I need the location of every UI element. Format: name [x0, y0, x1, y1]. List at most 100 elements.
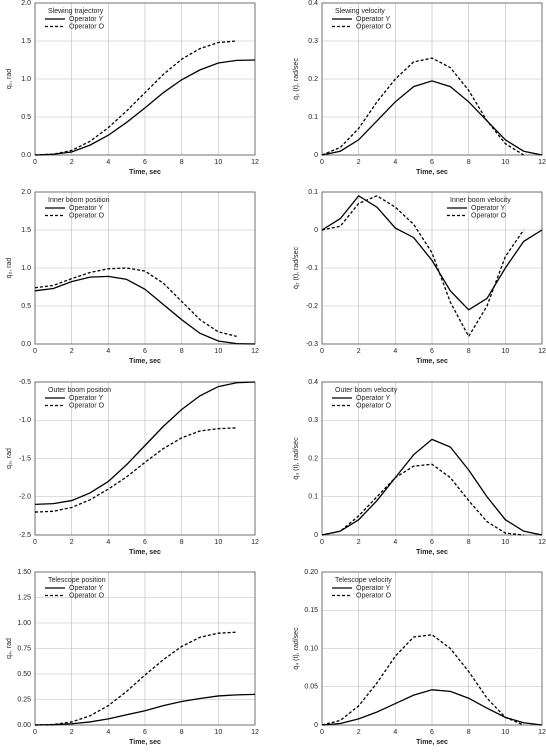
y-tick-label: 1.5: [21, 38, 31, 45]
x-tick-label: 2: [357, 729, 361, 736]
x-tick-label: 6: [430, 348, 434, 355]
x-tick-label: 6: [430, 729, 434, 736]
x-tick-label: 10: [501, 348, 509, 355]
x-tick-label: 4: [393, 348, 397, 355]
series-line: [321, 80, 543, 156]
series-line: [321, 463, 524, 536]
y-tick-label: 0.20: [304, 569, 318, 576]
x-tick-label: 12: [251, 539, 259, 546]
x-tick-label: 0: [320, 539, 324, 546]
legend-title: Telescope velocity: [335, 577, 392, 584]
series-line: [34, 59, 256, 156]
x-tick-label: 0: [33, 159, 37, 166]
y-tick-label: -1.0: [19, 417, 31, 424]
x-tick-label: 0: [33, 539, 37, 546]
x-tick-label: 4: [106, 348, 110, 355]
series-line: [34, 693, 256, 726]
x-tick-label: 2: [70, 729, 74, 736]
x-tick-label: 12: [251, 348, 259, 355]
y-tick-label: 1.50: [17, 569, 31, 576]
series-line: [34, 427, 237, 513]
y-tick-label: 0.5: [21, 114, 31, 121]
y-axis-label: q₄, rad: [6, 638, 13, 659]
x-tick-label: 2: [70, 348, 74, 355]
x-tick-label: 8: [467, 348, 471, 355]
plot-frame: [34, 2, 256, 156]
x-tick-label: 12: [538, 348, 546, 355]
x-tick-label: 10: [501, 729, 509, 736]
y-axis-label: q̇₄ (t), rad/sec: [293, 627, 300, 670]
plot-frame: [321, 381, 543, 536]
x-tick-label: 6: [143, 729, 147, 736]
legend-label: Operator Y: [356, 395, 390, 402]
y-tick-label: 1.25: [17, 594, 31, 601]
legend-title: Slewing velocity: [335, 8, 385, 15]
x-tick-label: 6: [430, 159, 434, 166]
x-tick-label: 0: [33, 729, 37, 736]
x-tick-label: 10: [214, 729, 222, 736]
legend-label: Operator Y: [356, 585, 390, 592]
y-tick-label: 0.1: [308, 114, 318, 121]
legend-label: Operator Y: [69, 16, 103, 23]
y-axis-label: q₂, rad: [6, 258, 13, 279]
y-tick-label: 0: [314, 152, 318, 159]
x-tick-label: 6: [143, 348, 147, 355]
x-tick-label: 2: [357, 159, 361, 166]
y-tick-label: 0.0: [21, 341, 31, 348]
series-line: [321, 438, 543, 536]
x-tick-label: 2: [70, 159, 74, 166]
y-tick-label: 0.0: [21, 152, 31, 159]
x-tick-label: 2: [70, 539, 74, 546]
legend-title: Inner boom velocity: [450, 197, 511, 204]
legend-label: Operator Y: [69, 205, 103, 212]
y-axis-label: q̇₂ (t), rad/sec: [293, 247, 300, 290]
y-tick-label: 2.0: [21, 0, 31, 7]
plot-frame: [34, 381, 256, 536]
y-tick-label: 2.0: [21, 189, 31, 196]
x-tick-label: 2: [357, 539, 361, 546]
x-tick-label: 8: [180, 348, 184, 355]
x-tick-label: 12: [538, 159, 546, 166]
y-tick-label: 0.3: [308, 417, 318, 424]
y-tick-label: -0.1: [306, 265, 318, 272]
x-tick-label: 4: [393, 539, 397, 546]
x-tick-label: 10: [214, 348, 222, 355]
y-tick-label: 0: [314, 532, 318, 539]
y-axis-label: q₃, rad: [6, 448, 13, 469]
y-tick-label: 0.1: [308, 189, 318, 196]
series-line: [321, 194, 543, 311]
x-tick-label: 0: [320, 729, 324, 736]
legend-label: Operator O: [69, 592, 105, 599]
y-tick-label: 0.25: [17, 696, 31, 703]
y-tick-label: -0.5: [19, 379, 31, 386]
y-tick-label: -2.0: [19, 494, 31, 501]
x-tick-label: 4: [106, 539, 110, 546]
series-line: [34, 381, 256, 506]
x-tick-label: 10: [501, 159, 509, 166]
x-axis-label: Time, sec: [416, 549, 448, 556]
series-line: [34, 267, 237, 338]
y-tick-label: 0.3: [308, 38, 318, 45]
x-tick-label: 8: [467, 729, 471, 736]
y-tick-label: 0: [314, 227, 318, 234]
y-tick-label: 1.0: [21, 265, 31, 272]
y-tick-label: 0.10: [304, 645, 318, 652]
legend-title: Telescope position: [48, 577, 106, 584]
plot-frame: [34, 571, 256, 726]
plot-frame: [34, 191, 256, 345]
x-tick-label: 12: [251, 159, 259, 166]
x-tick-label: 4: [106, 729, 110, 736]
legend-label: Operator O: [69, 212, 105, 219]
series-line: [321, 195, 525, 338]
y-tick-label: 0.4: [308, 0, 318, 7]
y-tick-label: -0.3: [306, 341, 318, 348]
legend-title: Slewing trajectory: [48, 8, 104, 15]
plot-frame: [321, 2, 543, 156]
series-line: [321, 57, 525, 156]
y-tick-label: -1.5: [19, 455, 31, 462]
y-tick-label: 0.2: [308, 455, 318, 462]
x-tick-label: 0: [33, 348, 37, 355]
legend-label: Operator O: [471, 212, 507, 219]
x-axis-label: Time, sec: [129, 739, 161, 746]
